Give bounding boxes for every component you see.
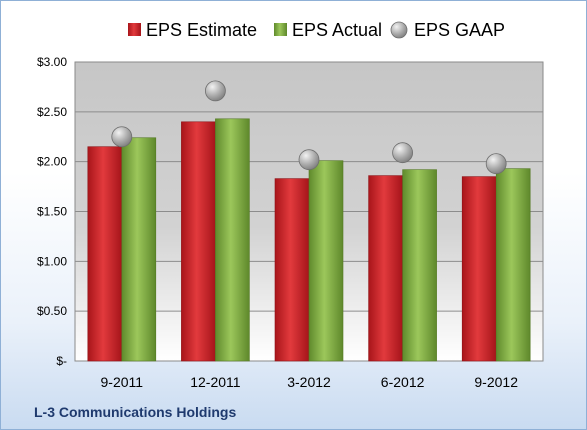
y-tick-label: $0.50: [37, 304, 67, 318]
y-tick-label: $3.00: [37, 55, 67, 69]
estimate-bar: [181, 121, 216, 362]
y-tick-label: $2.50: [37, 105, 67, 119]
gaap-marker: [111, 126, 133, 148]
x-category-label: 6-2012: [381, 374, 425, 390]
actual-bar: [495, 168, 531, 362]
x-category-label: 9-2011: [101, 374, 144, 390]
y-tick-label: $2.00: [37, 155, 67, 169]
y-tick-label: $1.50: [37, 205, 67, 219]
actual-bar: [121, 137, 157, 362]
legend-label-gaap: EPS GAAP: [414, 20, 505, 40]
actual-bar: [215, 118, 250, 362]
legend-marker-gaap: [390, 21, 408, 39]
estimate-bar: [368, 175, 403, 362]
y-tick-label: $-: [56, 354, 67, 368]
estimate-bar: [274, 178, 310, 362]
legend-label-actual: EPS Actual: [292, 20, 382, 40]
estimate-bar: [87, 146, 123, 362]
gaap-marker: [485, 153, 507, 175]
gaap-marker: [298, 149, 320, 171]
y-axis-ticks: $- $0.50 $1.00 $1.50 $2.00 $2.50 $3.00: [37, 55, 67, 368]
x-category-label: 9-2012: [474, 374, 518, 390]
legend-swatch-estimate: [128, 23, 141, 36]
legend-swatch-actual: [274, 23, 287, 36]
y-tick-label: $1.00: [37, 254, 67, 268]
gaap-marker: [204, 80, 226, 102]
actual-bar: [308, 160, 344, 362]
bar-series: [87, 118, 531, 362]
chart-caption: L-3 Communications Holdings: [34, 404, 236, 420]
x-axis-categories: 9-2011 12-2011 3-2012 6-2012 9-2012: [101, 374, 519, 390]
x-category-label: 12-2011: [190, 374, 241, 390]
legend-label-estimate: EPS Estimate: [146, 20, 257, 40]
gaap-markers: [111, 80, 507, 175]
actual-bar: [402, 169, 437, 362]
legend: EPS Estimate EPS Actual EPS GAAP: [128, 20, 505, 40]
x-category-label: 3-2012: [287, 374, 331, 390]
gaap-marker: [392, 142, 414, 164]
estimate-bar: [461, 176, 497, 362]
